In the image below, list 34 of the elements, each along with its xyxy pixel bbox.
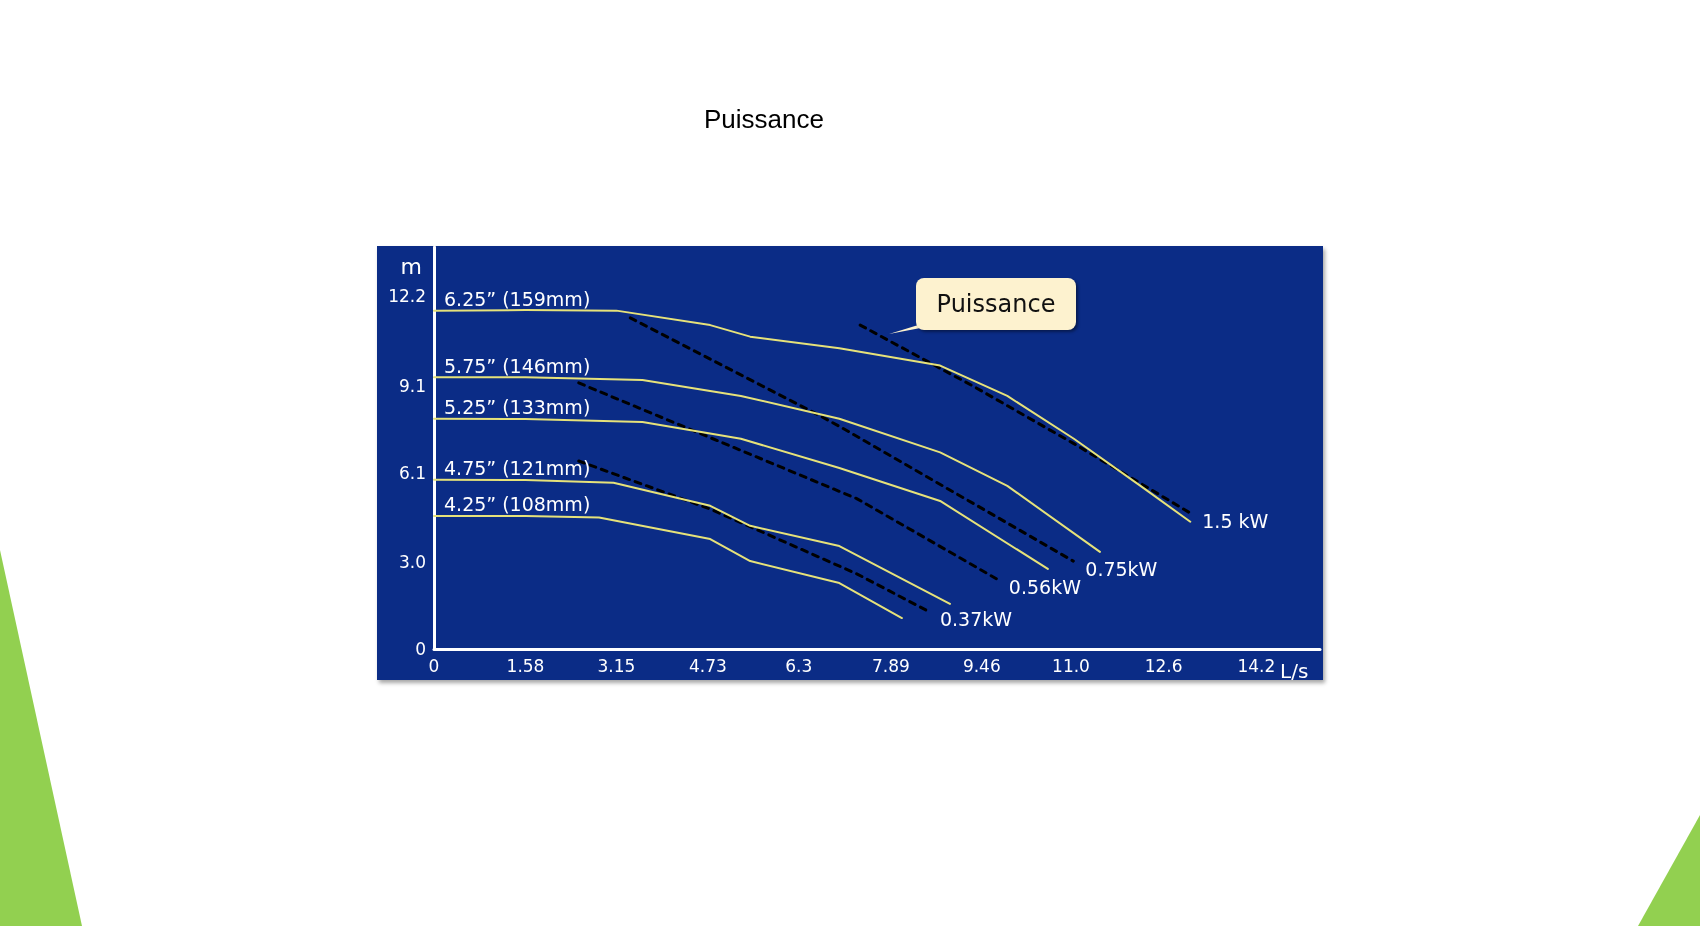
x-tick-label: 4.73 [688,655,727,676]
x-tick-label: 14.2 [1237,655,1276,676]
series-label: 0.37kW [939,608,1013,631]
x-tick-label: 0 [428,655,440,676]
series-label: 1.5 kW [1202,510,1269,533]
x-tick-label: 3.15 [597,655,636,676]
chart-title: Puissance [704,104,824,134]
x-tick-label: 12.6 [1144,655,1183,676]
series-label: 4.25” (108mm) [444,493,591,516]
series-label: 4.75” (121mm) [444,457,591,480]
line-series [433,478,951,605]
y-tick-label: 6.1 [398,462,426,483]
x-tick-label: 9.46 [962,655,1001,676]
x-tick-label: 11.0 [1052,655,1090,676]
series-label: 5.25” (133mm) [444,396,591,419]
y-axis-title: m [400,253,422,279]
line-series [433,376,1101,553]
y-tick-label: 3.0 [398,552,426,573]
x-axis-title: L/s [1280,659,1309,683]
series-label: 0.56kW [1008,576,1082,599]
line-series [858,323,1192,515]
line-series [628,316,1075,563]
line-series [433,417,1049,570]
series-label: 5.75” (146mm) [444,354,591,377]
x-tick-label: 1.58 [506,655,545,676]
x-tick-label: 7.89 [871,655,910,676]
annotation: Puissance [916,278,1076,330]
y-tick-label: 9.1 [398,375,426,396]
x-tick-label: 6.3 [785,655,813,676]
series-label: 0.75kW [1085,558,1158,581]
line-series [433,514,903,620]
y-tick-label: 0 [415,639,426,659]
series-label: 6.25” (159mm) [444,288,591,311]
y-tick-label: 12.2 [388,286,426,307]
